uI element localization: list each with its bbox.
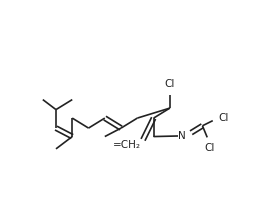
- Text: Cl: Cl: [165, 79, 175, 89]
- Text: Cl: Cl: [204, 143, 215, 153]
- Text: =CH₂: =CH₂: [113, 140, 140, 150]
- Text: N: N: [178, 131, 186, 141]
- Text: Cl: Cl: [218, 113, 228, 123]
